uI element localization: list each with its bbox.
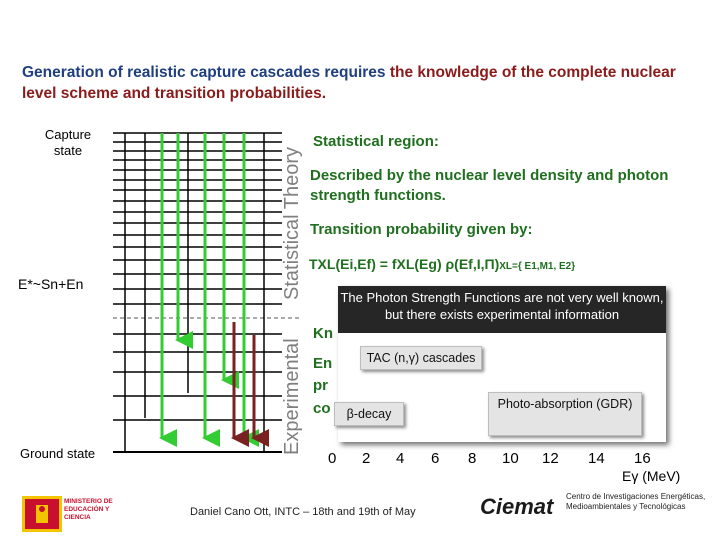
energy-tick-2: 2 <box>362 450 371 467</box>
photo-absorption-box: Photo-absorption (GDR) <box>488 392 642 436</box>
energy-tick-8: 8 <box>468 450 477 467</box>
title-part-1: Generation of realistic capture cascades… <box>22 64 390 81</box>
hidden-text-line-3: pr <box>313 377 328 394</box>
hidden-text-line-4: co <box>313 400 331 417</box>
ciemat-full-name: Centro de Investigaciones Energéticas, M… <box>566 492 706 511</box>
ciemat-logo: Ciemat <box>480 494 554 519</box>
experimental-vertical-label: Experimental <box>281 338 303 455</box>
title-part-2: the knowledge of the complete nuclear le… <box>22 64 676 102</box>
energy-tick-0: 0 <box>328 450 337 467</box>
spain-coat-of-arms-icon <box>22 496 62 532</box>
psf-popup-header: The Photon Strength Functions are not ve… <box>338 286 666 333</box>
energy-tick-12: 12 <box>542 450 559 467</box>
energy-axis-unit: Eγ (MeV) <box>622 468 681 484</box>
transition-formula-main: TXL(Ei,Ef) = fXL(Eg) ρ(Ef,I,Π) <box>309 256 500 272</box>
statistical-region-heading: Statistical region: <box>313 133 439 150</box>
nuclear-levels <box>113 132 282 453</box>
beta-decay-box: β-decay <box>334 402 404 426</box>
ministry-logo-text: MINISTERIO DE EDUCACIÓN Y CIENCIA <box>64 498 113 521</box>
statistical-theory-vertical-label: Statistical Theory <box>281 147 303 300</box>
hidden-text-line-2: En <box>313 355 333 372</box>
energy-tick-10: 10 <box>502 450 519 467</box>
presenter-credit: Daniel Cano Ott, INTC – 18th and 19th of… <box>190 506 416 518</box>
statistical-region-description: Described by the nuclear level density a… <box>310 167 669 204</box>
hidden-text-line-1: Kn <box>313 325 333 342</box>
transition-formula-subscript: XL={ E1,M1, E2} <box>499 261 576 272</box>
energy-tick-16: 16 <box>634 450 651 467</box>
ground-state-label: Ground state <box>20 446 96 461</box>
transition-formula: TXL(Ei,Ef) = fXL(Eg) ρ(Ef,I,Π)XL={ E1,M1… <box>309 254 575 277</box>
energy-tick-14: 14 <box>588 450 605 467</box>
energy-tick-4: 4 <box>396 450 405 467</box>
transition-probability-label: Transition probability given by: <box>310 221 533 238</box>
tac-cascades-box: TAC (n,γ) cascades <box>360 346 482 370</box>
slide-title: Generation of realistic capture cascades… <box>22 62 702 104</box>
capture-state-label: Capture state <box>44 127 92 158</box>
excitation-energy-label: E*~Sn+En <box>18 276 84 292</box>
energy-tick-6: 6 <box>431 450 440 467</box>
